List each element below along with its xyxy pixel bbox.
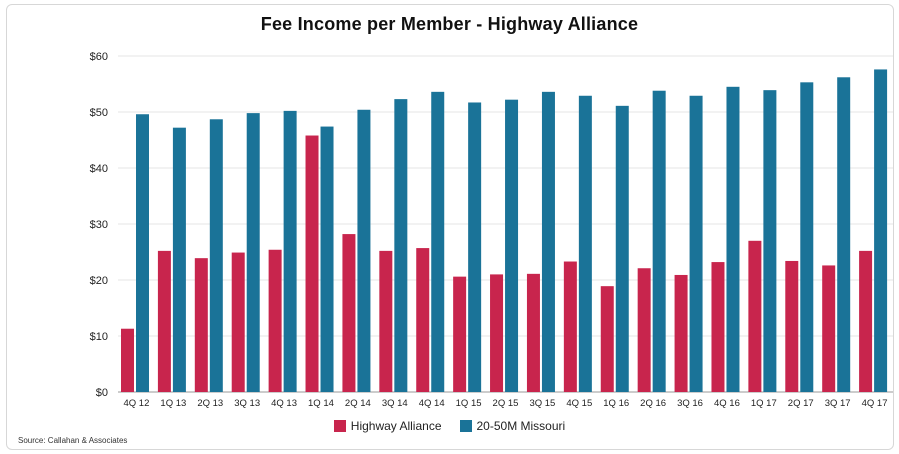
x-tick-label: 3Q 13 (234, 398, 260, 409)
bar-highway-alliance (785, 260, 799, 392)
chart-frame (6, 4, 894, 450)
bar-highway-alliance (600, 286, 614, 392)
legend-label-missouri: 20-50M Missouri (476, 419, 566, 433)
y-tick-label: $60 (90, 51, 108, 63)
y-tick-label: $40 (90, 163, 108, 175)
y-tick-label: $20 (90, 275, 108, 287)
bar-missouri (505, 99, 519, 393)
bar-highway-alliance (231, 252, 245, 392)
bar-highway-alliance (822, 265, 836, 392)
bar-missouri (468, 102, 482, 392)
bar-missouri (320, 126, 334, 392)
x-tick-label: 1Q 17 (751, 398, 777, 409)
bar-missouri (874, 69, 888, 392)
bar-highway-alliance (342, 234, 356, 392)
bar-missouri (726, 86, 740, 393)
x-tick-label: 3Q 16 (677, 398, 703, 409)
bar-highway-alliance (674, 274, 688, 392)
y-tick-label: $10 (90, 331, 108, 343)
bar-highway-alliance (637, 268, 651, 392)
bar-missouri (763, 90, 777, 392)
bar-highway-alliance (121, 328, 134, 392)
bar-missouri (172, 127, 186, 393)
x-tick-label: 2Q 14 (345, 398, 371, 409)
source-note: Source: Callahan & Associates (18, 436, 128, 445)
bar-highway-alliance (563, 261, 577, 392)
bar-missouri (246, 113, 260, 393)
y-tick-label: $0 (96, 387, 108, 399)
bar-highway-alliance (157, 250, 171, 392)
bar-highway-alliance (268, 249, 282, 392)
x-tick-label: 4Q 12 (124, 398, 150, 409)
bar-missouri (689, 95, 703, 392)
x-tick-label: 4Q 15 (566, 398, 592, 409)
legend-swatch-highway-alliance (333, 420, 346, 432)
bar-missouri (209, 119, 223, 392)
x-tick-label: 3Q 14 (382, 398, 408, 409)
x-tick-label: 2Q 13 (197, 398, 223, 409)
x-tick-label: 3Q 17 (825, 398, 851, 409)
bar-missouri (357, 109, 371, 392)
chart-title: Fee Income per Member - Highway Alliance (260, 14, 639, 34)
bar-highway-alliance (748, 240, 762, 392)
bar-missouri (652, 90, 666, 392)
legend-item-missouri: 20-50M Missouri (459, 419, 566, 433)
x-tick-label: 4Q 17 (862, 398, 888, 409)
bar-highway-alliance (453, 276, 467, 392)
bar-highway-alliance (305, 135, 319, 392)
bar-missouri (578, 95, 592, 392)
bar-highway-alliance (859, 250, 873, 392)
bar-missouri (800, 82, 814, 392)
bar-highway-alliance (379, 250, 393, 392)
legend-label-highway-alliance: Highway Alliance (350, 419, 442, 433)
x-tick-label: 3Q 15 (529, 398, 555, 409)
y-tick-label: $30 (90, 219, 108, 231)
x-tick-label: 1Q 16 (603, 398, 629, 409)
bar-missouri (283, 110, 297, 392)
bar-missouri (136, 114, 149, 393)
legend-swatch-missouri (459, 420, 472, 432)
bar-missouri (837, 77, 851, 392)
bar-missouri (394, 99, 408, 393)
bar-missouri (615, 105, 629, 392)
bar-missouri (431, 91, 445, 392)
x-tick-label: 2Q 16 (640, 398, 666, 409)
bar-highway-alliance (194, 258, 208, 392)
y-tick-label: $50 (90, 107, 108, 119)
bar-highway-alliance (526, 273, 540, 392)
bar-highway-alliance (490, 274, 504, 392)
x-tick-label: 2Q 15 (493, 398, 519, 409)
bar-highway-alliance (416, 248, 430, 392)
bar-missouri (541, 91, 555, 392)
x-tick-label: 4Q 16 (714, 398, 740, 409)
x-tick-label: 1Q 13 (160, 398, 186, 409)
x-tick-label: 4Q 14 (419, 398, 445, 409)
x-tick-label: 1Q 15 (456, 398, 482, 409)
chart-legend: Highway Alliance 20-50M Missouri (0, 419, 899, 433)
bar-highway-alliance (711, 262, 725, 392)
x-tick-label: 1Q 14 (308, 398, 334, 409)
legend-item-highway-alliance: Highway Alliance (333, 419, 442, 433)
x-tick-label: 2Q 17 (788, 398, 814, 409)
x-tick-label: 4Q 13 (271, 398, 297, 409)
